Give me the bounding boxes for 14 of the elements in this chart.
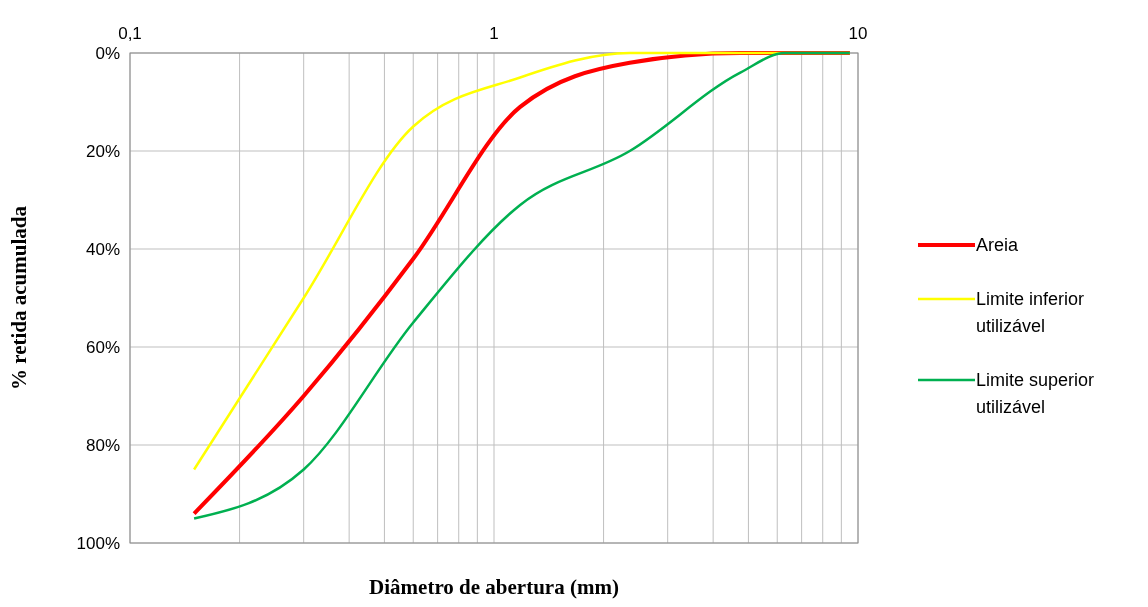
legend-label: Limite superior utilizável (976, 370, 1095, 417)
legend-label: Areia (976, 235, 1020, 255)
y-tick-label: 80% (85, 436, 120, 455)
y-tick-label: 40% (85, 240, 120, 259)
legend-label: Limite inferior utilizável (976, 289, 1085, 336)
y-tick-label: 100% (76, 534, 120, 553)
y-tick-label: 60% (85, 338, 120, 357)
x-axis-title: Diâmetro de abertura (mm) (369, 575, 619, 599)
x-tick-label: 1 (489, 24, 499, 43)
x-tick-label: 0,1 (118, 24, 142, 43)
y-tick-label: 20% (85, 142, 120, 161)
y-tick-label: 0% (95, 44, 120, 63)
x-tick-label: 10 (848, 24, 868, 43)
y-axis-title: % retida acumulada (7, 205, 31, 390)
